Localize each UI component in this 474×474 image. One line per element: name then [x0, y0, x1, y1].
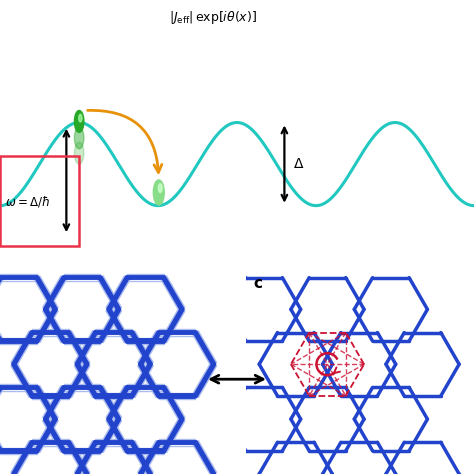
Circle shape: [154, 180, 164, 205]
Text: $|J_\mathrm{eff}|\,\exp[i\theta(x)]$: $|J_\mathrm{eff}|\,\exp[i\theta(x)]$: [169, 9, 257, 26]
Circle shape: [74, 127, 84, 149]
Circle shape: [74, 110, 84, 132]
Text: c: c: [253, 276, 262, 292]
Text: $\omega = \Delta/\hbar$: $\omega = \Delta/\hbar$: [5, 194, 50, 209]
Circle shape: [74, 142, 84, 164]
Circle shape: [158, 184, 162, 192]
Text: $\Delta$: $\Delta$: [293, 157, 304, 171]
Circle shape: [79, 114, 82, 122]
